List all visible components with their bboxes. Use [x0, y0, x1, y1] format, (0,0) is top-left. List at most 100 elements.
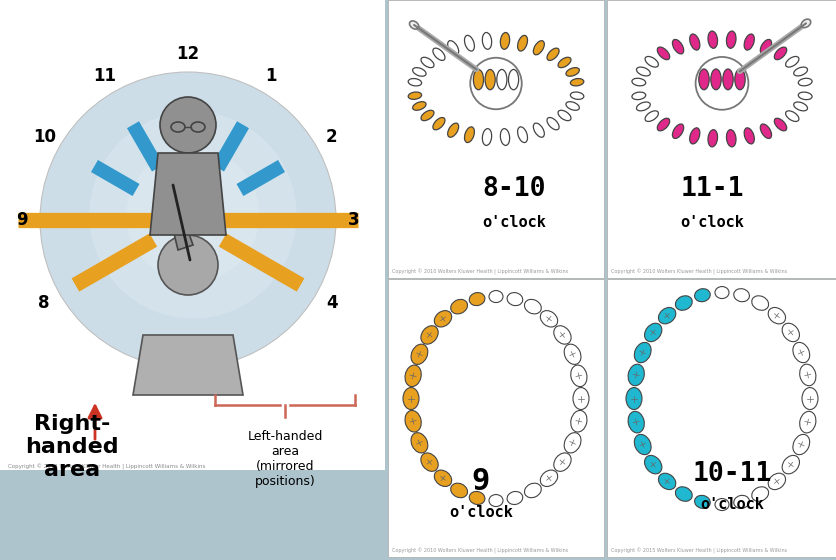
- Text: 9: 9: [472, 468, 490, 496]
- Ellipse shape: [464, 35, 474, 51]
- Ellipse shape: [793, 67, 807, 76]
- Ellipse shape: [405, 365, 421, 386]
- Text: 3: 3: [348, 211, 359, 229]
- Ellipse shape: [767, 473, 785, 489]
- Ellipse shape: [644, 323, 661, 342]
- Ellipse shape: [751, 487, 767, 501]
- Ellipse shape: [565, 102, 579, 110]
- Ellipse shape: [482, 129, 491, 146]
- Ellipse shape: [743, 128, 753, 144]
- Ellipse shape: [547, 48, 558, 60]
- Ellipse shape: [524, 483, 541, 498]
- Bar: [388, 279, 604, 557]
- Ellipse shape: [497, 69, 507, 90]
- Ellipse shape: [656, 47, 669, 60]
- Ellipse shape: [793, 102, 807, 111]
- Ellipse shape: [671, 124, 683, 138]
- Ellipse shape: [707, 31, 716, 48]
- Ellipse shape: [570, 365, 586, 386]
- Ellipse shape: [798, 412, 815, 433]
- Ellipse shape: [508, 69, 518, 90]
- Circle shape: [89, 111, 296, 319]
- Ellipse shape: [565, 68, 579, 76]
- Ellipse shape: [450, 483, 467, 498]
- Ellipse shape: [517, 127, 527, 143]
- Ellipse shape: [785, 57, 798, 67]
- Ellipse shape: [469, 292, 484, 306]
- Ellipse shape: [540, 311, 557, 327]
- Ellipse shape: [734, 69, 744, 90]
- Ellipse shape: [421, 110, 434, 120]
- Ellipse shape: [733, 496, 748, 508]
- Text: 12: 12: [176, 45, 199, 63]
- Ellipse shape: [658, 473, 675, 489]
- Text: 4: 4: [325, 294, 337, 312]
- Text: 10: 10: [33, 128, 56, 146]
- Ellipse shape: [800, 19, 810, 27]
- Ellipse shape: [694, 496, 710, 508]
- Circle shape: [470, 58, 521, 109]
- Text: Copyright © 2015 Wolters Kluwer Health | Lippincott Williams & Wilkins: Copyright © 2015 Wolters Kluwer Health |…: [610, 548, 786, 554]
- Text: Copyright © 2013 Wolters Kluwer Health | Lippincott Williams & Wilkins: Copyright © 2013 Wolters Kluwer Health |…: [8, 463, 205, 469]
- Text: 8: 8: [38, 294, 50, 312]
- Bar: [606, 0, 836, 278]
- Ellipse shape: [533, 123, 543, 137]
- Polygon shape: [133, 335, 242, 395]
- Ellipse shape: [671, 39, 683, 54]
- Ellipse shape: [631, 92, 645, 100]
- Ellipse shape: [792, 342, 808, 363]
- Ellipse shape: [656, 118, 669, 131]
- Ellipse shape: [798, 364, 815, 386]
- Ellipse shape: [507, 292, 522, 306]
- Ellipse shape: [473, 69, 483, 90]
- Ellipse shape: [432, 118, 445, 130]
- Text: o'clock: o'clock: [679, 215, 743, 230]
- Text: Left-handed
area
(mirrored
positions): Left-handed area (mirrored positions): [247, 430, 323, 488]
- Ellipse shape: [558, 57, 570, 68]
- Ellipse shape: [410, 344, 427, 365]
- Ellipse shape: [785, 111, 798, 122]
- Ellipse shape: [759, 124, 771, 138]
- Ellipse shape: [773, 47, 786, 60]
- Polygon shape: [150, 153, 226, 235]
- Ellipse shape: [714, 287, 728, 298]
- Ellipse shape: [558, 110, 570, 120]
- Text: 11-1: 11-1: [680, 176, 743, 202]
- Ellipse shape: [563, 433, 580, 453]
- Ellipse shape: [645, 111, 658, 122]
- Bar: [606, 279, 836, 557]
- Bar: [0, 0, 385, 470]
- Ellipse shape: [434, 311, 451, 327]
- Ellipse shape: [798, 92, 811, 100]
- Ellipse shape: [434, 470, 451, 487]
- Text: o'clock: o'clock: [482, 215, 545, 230]
- Ellipse shape: [627, 364, 644, 386]
- Ellipse shape: [553, 453, 570, 472]
- Ellipse shape: [421, 326, 438, 344]
- Ellipse shape: [517, 35, 527, 51]
- Circle shape: [158, 235, 217, 295]
- Text: o'clock: o'clock: [449, 505, 512, 520]
- Ellipse shape: [634, 435, 650, 455]
- Bar: [388, 0, 604, 278]
- Ellipse shape: [507, 492, 522, 505]
- Text: 10-11: 10-11: [691, 460, 771, 487]
- Ellipse shape: [689, 128, 699, 144]
- Ellipse shape: [707, 129, 716, 147]
- Ellipse shape: [533, 41, 543, 55]
- Circle shape: [40, 72, 335, 368]
- Ellipse shape: [485, 69, 495, 90]
- Ellipse shape: [573, 388, 589, 409]
- Ellipse shape: [751, 296, 767, 310]
- Ellipse shape: [432, 48, 445, 60]
- Text: Copyright © 2010 Wolters Kluwer Health | Lippincott Williams & Wilkins: Copyright © 2010 Wolters Kluwer Health |…: [610, 269, 786, 276]
- Ellipse shape: [540, 470, 557, 487]
- Text: 2: 2: [325, 128, 337, 146]
- Ellipse shape: [524, 300, 541, 314]
- Text: 11: 11: [94, 67, 116, 85]
- Ellipse shape: [447, 41, 458, 55]
- Ellipse shape: [412, 102, 426, 110]
- Ellipse shape: [421, 453, 438, 472]
- Ellipse shape: [658, 307, 675, 324]
- Ellipse shape: [694, 288, 710, 302]
